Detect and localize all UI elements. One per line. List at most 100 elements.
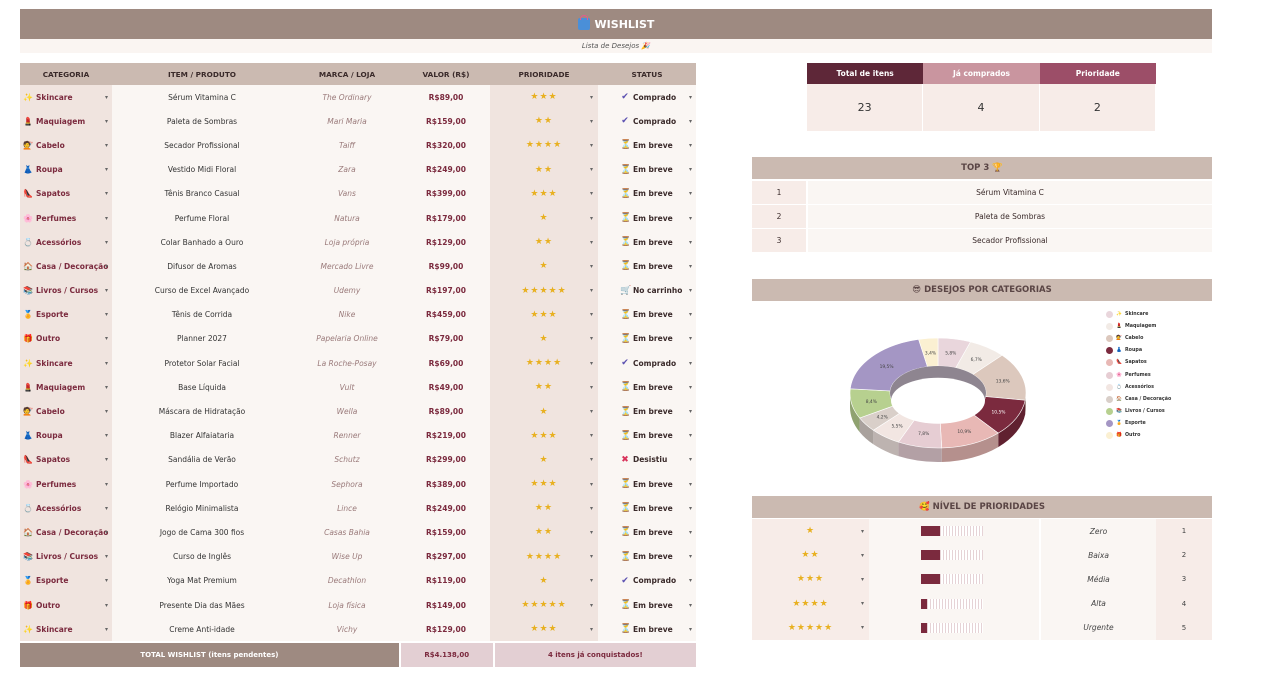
category-select[interactable]: 💍 Acessórios ▾ <box>20 230 112 255</box>
dropdown-arrow-icon[interactable]: ▾ <box>104 601 108 609</box>
category-select[interactable]: 📚 Livros / Cursos ▾ <box>20 544 112 569</box>
status-select[interactable]: 🛒 No carrinho ▾ <box>598 278 696 303</box>
category-select[interactable]: 👠 Sapatos ▾ <box>20 181 112 206</box>
dropdown-arrow-icon[interactable]: ▾ <box>104 432 108 440</box>
status-select[interactable]: ✔ Comprado ▾ <box>598 351 696 376</box>
status-select[interactable]: ⏳ Em breve ▾ <box>598 254 696 279</box>
category-select[interactable]: ✨ Skincare ▾ <box>20 351 112 376</box>
dropdown-arrow-icon[interactable]: ▾ <box>589 166 594 174</box>
dropdown-arrow-icon[interactable]: ▾ <box>589 601 594 609</box>
priority-select[interactable]: ★★ ▾ <box>490 520 598 545</box>
dropdown-arrow-icon[interactable]: ▾ <box>860 527 865 535</box>
priority-select[interactable]: ★★★★★ ▾ <box>490 592 598 618</box>
status-select[interactable]: ⏳ Em breve ▾ <box>598 302 696 327</box>
priority-select[interactable]: ★★ ▾ <box>490 109 598 134</box>
category-select[interactable]: 👗 Roupa ▾ <box>20 423 112 448</box>
priority-select[interactable]: ★★ ▾ <box>490 375 598 400</box>
level-select[interactable]: ★★ ▾ <box>752 543 869 568</box>
dropdown-arrow-icon[interactable]: ▾ <box>104 287 108 295</box>
dropdown-arrow-icon[interactable]: ▾ <box>104 141 108 149</box>
dropdown-arrow-icon[interactable]: ▾ <box>860 551 865 559</box>
level-select[interactable]: ★ ▾ <box>752 519 869 544</box>
dropdown-arrow-icon[interactable]: ▾ <box>589 432 594 440</box>
dropdown-arrow-icon[interactable]: ▾ <box>688 553 692 561</box>
dropdown-arrow-icon[interactable]: ▾ <box>860 600 865 608</box>
category-select[interactable]: ✨ Skincare ▾ <box>20 85 112 110</box>
dropdown-arrow-icon[interactable]: ▾ <box>688 262 692 270</box>
dropdown-arrow-icon[interactable]: ▾ <box>688 601 692 609</box>
dropdown-arrow-icon[interactable]: ▾ <box>589 408 594 416</box>
dropdown-arrow-icon[interactable]: ▾ <box>104 577 108 585</box>
priority-select[interactable]: ★ ▾ <box>490 447 598 472</box>
dropdown-arrow-icon[interactable]: ▾ <box>688 335 692 343</box>
category-select[interactable]: ✨ Skincare ▾ <box>20 617 112 642</box>
dropdown-arrow-icon[interactable]: ▾ <box>688 214 692 222</box>
dropdown-arrow-icon[interactable]: ▾ <box>688 456 692 464</box>
dropdown-arrow-icon[interactable]: ▾ <box>589 383 594 391</box>
status-select[interactable]: ⏳ Em breve ▾ <box>598 326 696 352</box>
dropdown-arrow-icon[interactable]: ▾ <box>104 383 108 391</box>
dropdown-arrow-icon[interactable]: ▾ <box>688 190 692 198</box>
status-select[interactable]: ⏳ Em breve ▾ <box>598 544 696 569</box>
dropdown-arrow-icon[interactable]: ▾ <box>589 359 594 367</box>
dropdown-arrow-icon[interactable]: ▾ <box>104 625 108 633</box>
status-select[interactable]: ⏳ Em breve ▾ <box>598 472 696 497</box>
category-select[interactable]: 🎁 Outro ▾ <box>20 592 112 618</box>
category-select[interactable]: 🏠 Casa / Decoração ▾ <box>20 254 112 279</box>
dropdown-arrow-icon[interactable]: ▾ <box>860 624 865 632</box>
dropdown-arrow-icon[interactable]: ▾ <box>589 480 594 488</box>
priority-select[interactable]: ★★★ ▾ <box>490 181 598 206</box>
dropdown-arrow-icon[interactable]: ▾ <box>104 553 108 561</box>
status-select[interactable]: ⏳ Em breve ▾ <box>598 375 696 400</box>
dropdown-arrow-icon[interactable]: ▾ <box>688 311 692 319</box>
dropdown-arrow-icon[interactable]: ▾ <box>104 480 108 488</box>
category-select[interactable]: 👠 Sapatos ▾ <box>20 447 112 472</box>
category-select[interactable]: 💇 Cabelo ▾ <box>20 399 112 424</box>
dropdown-arrow-icon[interactable]: ▾ <box>104 311 108 319</box>
dropdown-arrow-icon[interactable]: ▾ <box>688 504 692 512</box>
priority-select[interactable]: ★ ▾ <box>490 399 598 424</box>
status-select[interactable]: ⏳ Em breve ▾ <box>598 157 696 182</box>
priority-select[interactable]: ★★★★ ▾ <box>490 544 598 569</box>
dropdown-arrow-icon[interactable]: ▾ <box>589 311 594 319</box>
category-select[interactable]: 🏠 Casa / Decoração ▾ <box>20 520 112 545</box>
priority-select[interactable]: ★★ ▾ <box>490 157 598 182</box>
category-select[interactable]: 🏅 Esporte ▾ <box>20 568 112 593</box>
dropdown-arrow-icon[interactable]: ▾ <box>589 456 594 464</box>
priority-select[interactable]: ★★★ ▾ <box>490 302 598 327</box>
dropdown-arrow-icon[interactable]: ▾ <box>104 335 108 343</box>
priority-select[interactable]: ★★★ ▾ <box>490 423 598 448</box>
priority-select[interactable]: ★★ ▾ <box>490 230 598 255</box>
dropdown-arrow-icon[interactable]: ▾ <box>688 625 692 633</box>
dropdown-arrow-icon[interactable]: ▾ <box>589 93 594 101</box>
category-select[interactable]: 🌸 Perfumes ▾ <box>20 205 112 231</box>
category-select[interactable]: 🏅 Esporte ▾ <box>20 302 112 327</box>
dropdown-arrow-icon[interactable]: ▾ <box>589 238 594 246</box>
dropdown-arrow-icon[interactable]: ▾ <box>589 287 594 295</box>
priority-select[interactable]: ★ ▾ <box>490 254 598 279</box>
dropdown-arrow-icon[interactable]: ▾ <box>688 117 692 125</box>
status-select[interactable]: ⏳ Em breve ▾ <box>598 205 696 231</box>
priority-select[interactable]: ★★★ ▾ <box>490 85 598 110</box>
dropdown-arrow-icon[interactable]: ▾ <box>688 528 692 536</box>
dropdown-arrow-icon[interactable]: ▾ <box>104 238 108 246</box>
dropdown-arrow-icon[interactable]: ▾ <box>589 577 594 585</box>
dropdown-arrow-icon[interactable]: ▾ <box>104 214 108 222</box>
priority-select[interactable]: ★★★★ ▾ <box>490 133 598 158</box>
priority-select[interactable]: ★★★ ▾ <box>490 617 598 642</box>
dropdown-arrow-icon[interactable]: ▾ <box>688 166 692 174</box>
level-select[interactable]: ★★★★★ ▾ <box>752 615 869 640</box>
dropdown-arrow-icon[interactable]: ▾ <box>688 432 692 440</box>
status-select[interactable]: ⏳ Em breve ▾ <box>598 399 696 424</box>
dropdown-arrow-icon[interactable]: ▾ <box>688 93 692 101</box>
dropdown-arrow-icon[interactable]: ▾ <box>688 287 692 295</box>
priority-select[interactable]: ★★ ▾ <box>490 496 598 521</box>
status-select[interactable]: ✖ Desistiu ▾ <box>598 447 696 472</box>
category-select[interactable]: 💄 Maquiagem ▾ <box>20 375 112 400</box>
status-select[interactable]: ✔ Comprado ▾ <box>598 568 696 593</box>
dropdown-arrow-icon[interactable]: ▾ <box>104 456 108 464</box>
priority-select[interactable]: ★★★★★ ▾ <box>490 278 598 303</box>
dropdown-arrow-icon[interactable]: ▾ <box>589 190 594 198</box>
category-select[interactable]: 💇 Cabelo ▾ <box>20 133 112 158</box>
status-select[interactable]: ⏳ Em breve ▾ <box>598 520 696 545</box>
